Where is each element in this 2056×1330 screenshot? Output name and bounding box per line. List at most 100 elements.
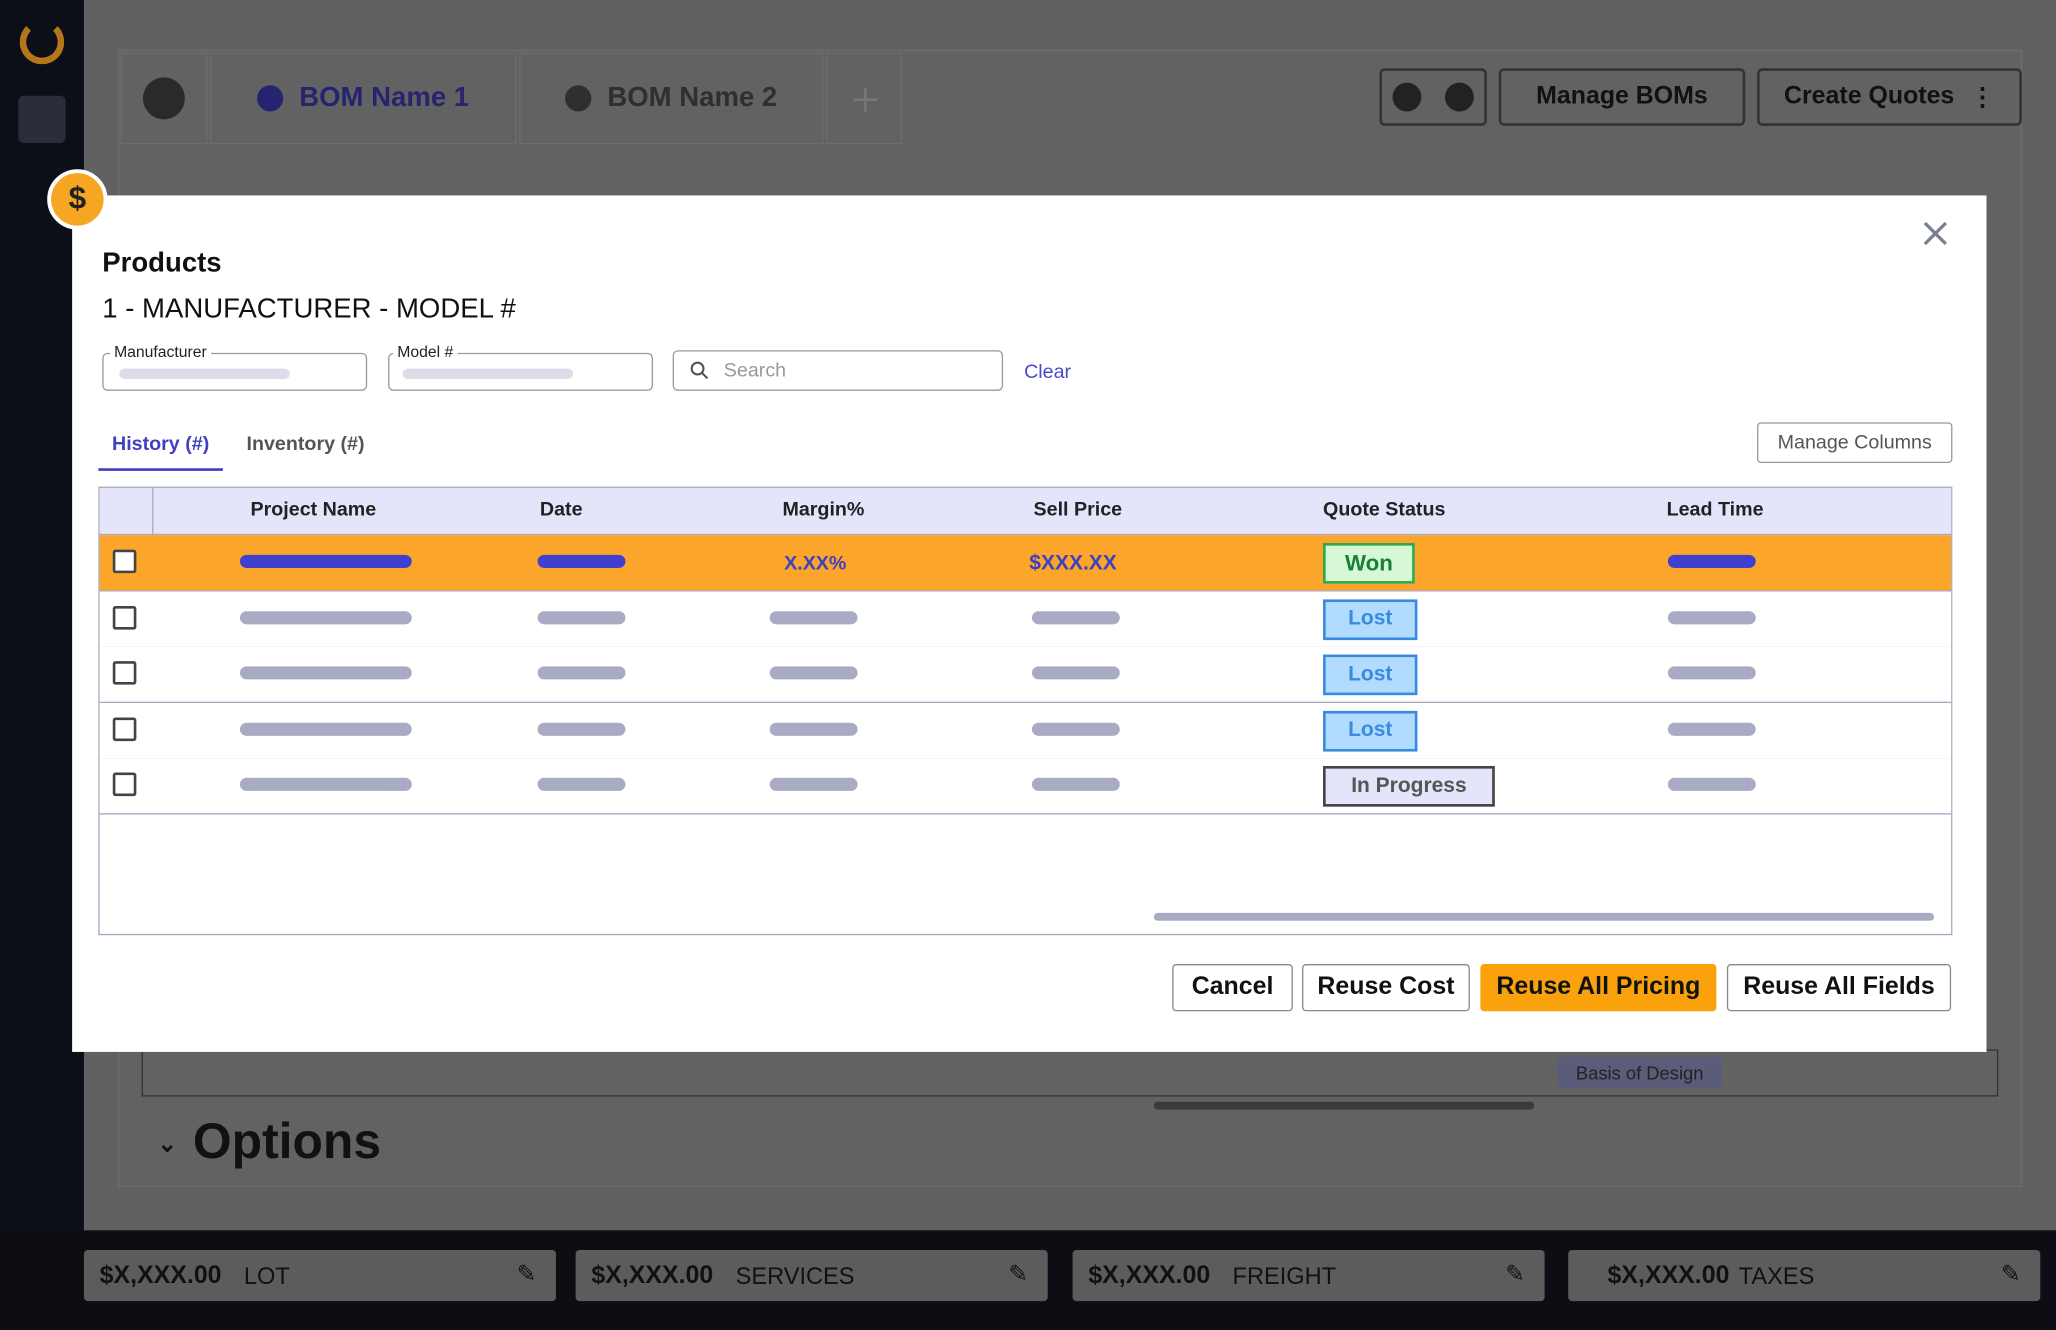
placeholder-bar: [769, 610, 858, 624]
input-label: Model #: [393, 342, 458, 361]
modal-title: Products: [102, 247, 222, 279]
edit-icon[interactable]: ✎: [2000, 1260, 2021, 1287]
placeholder-bar: [1031, 722, 1120, 736]
margin: X.XX%: [784, 552, 847, 575]
placeholder-bar: [1031, 666, 1120, 680]
total-card: [83, 1249, 556, 1302]
button[interactable]: Reuse Cost: [1302, 964, 1470, 1012]
close-button[interactable]: [1921, 219, 1950, 248]
edit-icon[interactable]: ✎: [516, 1260, 537, 1287]
clear-link[interactable]: Clear: [1024, 360, 1072, 383]
placeholder-bar: [537, 778, 626, 792]
column-header: Project Name: [250, 498, 377, 521]
placeholder-bar: [1667, 722, 1756, 736]
nav-item[interactable]: [18, 95, 66, 143]
total-label: FREIGHT: [1232, 1263, 1337, 1290]
modal-subtitle: 1 - MANUFACTURER - MODEL #: [102, 293, 516, 324]
placeholder-bar: [1667, 778, 1756, 792]
total-label: LOT: [243, 1263, 290, 1290]
add-tab[interactable]: [826, 52, 903, 145]
table-header: [99, 487, 1952, 536]
total-card: [1568, 1249, 2041, 1302]
table: [98, 486, 1953, 936]
scrollbar: [1153, 912, 1935, 921]
logo: [19, 19, 65, 65]
checkbox[interactable]: [112, 661, 137, 685]
section-title: ⌄ Options: [157, 1114, 382, 1170]
button-label: Create Quotes: [1783, 82, 1955, 111]
manage-columns[interactable]: Manage Columns: [1757, 422, 1953, 464]
placeholder-bar: [239, 610, 412, 624]
dot: [565, 85, 592, 112]
placeholder-bar: [537, 722, 626, 736]
tab[interactable]: Inventory (#): [246, 432, 365, 456]
placeholder-bar: [537, 666, 626, 680]
search-input[interactable]: Search: [672, 350, 1004, 391]
tab-label: BOM Name 2: [607, 82, 778, 113]
status-badge: Won: [1323, 543, 1415, 584]
button[interactable]: Cancel: [1172, 964, 1293, 1012]
button[interactable]: Reuse All Fields: [1726, 964, 1952, 1012]
checkbox[interactable]: [112, 717, 137, 741]
status-badge: Lost: [1323, 710, 1418, 752]
plus-icon: [853, 87, 878, 112]
edit-icon[interactable]: ✎: [1008, 1260, 1029, 1287]
edit-icon[interactable]: ✎: [1505, 1260, 1526, 1287]
checkbox[interactable]: [112, 773, 137, 797]
status-badge: Lost: [1323, 654, 1418, 696]
placeholder-bar: [537, 554, 626, 568]
icon-group[interactable]: [1379, 68, 1487, 126]
modal-icon: $: [47, 169, 108, 230]
placeholder-bar: [1031, 610, 1120, 624]
button[interactable]: Manage BOMs: [1498, 68, 1746, 126]
input-label: Manufacturer: [110, 342, 211, 361]
status-badge: In Progress: [1323, 766, 1495, 808]
button[interactable]: Reuse All Pricing: [1480, 964, 1717, 1012]
checkbox[interactable]: [112, 549, 137, 574]
placeholder-bar: [239, 722, 412, 736]
placeholder-bar: [537, 610, 626, 624]
chip: Basis of Design: [1557, 1057, 1722, 1089]
button[interactable]: Create Quotes ⋮: [1757, 68, 2022, 126]
tab-label: BOM Name 1: [299, 82, 470, 113]
placeholder-bar: [769, 722, 858, 736]
total-amount: $X,XXX.00: [591, 1261, 714, 1290]
total-label: SERVICES: [735, 1263, 855, 1290]
tab[interactable]: History (#): [98, 433, 223, 471]
scrollbar: [1153, 1101, 1535, 1110]
tab[interactable]: BOM Name 2: [519, 52, 824, 145]
column-header: Lead Time: [1666, 498, 1764, 521]
menu-icon: ⋮: [1970, 83, 1995, 111]
placeholder-bar: [239, 666, 412, 680]
placeholder: Search: [723, 359, 787, 382]
placeholder-bar: [239, 778, 412, 792]
total-card: [575, 1249, 1048, 1302]
status-badge: Lost: [1323, 598, 1418, 640]
total-card: [1072, 1249, 1545, 1302]
placeholder-bar: [1031, 778, 1120, 792]
placeholder-bar: [1667, 666, 1756, 680]
total-label: TAXES: [1738, 1263, 1815, 1290]
sell-price: $XXX.XX: [1029, 552, 1117, 575]
placeholder-bar: [239, 554, 412, 568]
tab[interactable]: BOM Name 1: [209, 52, 517, 145]
placeholder-bar: [769, 778, 858, 792]
placeholder-bar: [1667, 554, 1756, 568]
column-header: Margin%: [782, 498, 865, 521]
dot: [257, 85, 284, 112]
icon: [1392, 82, 1422, 112]
column-header: Date: [539, 498, 583, 521]
icon: [142, 77, 185, 120]
checkbox[interactable]: [112, 605, 137, 630]
total-amount: $X,XXX.00: [1088, 1261, 1211, 1290]
tab[interactable]: [120, 52, 208, 145]
search-icon: [690, 360, 709, 379]
placeholder-bar: [769, 666, 858, 680]
section-label: Options: [192, 1114, 382, 1170]
total-amount: $X,XXX.00: [1607, 1261, 1730, 1290]
column-header: Sell Price: [1033, 498, 1123, 521]
total-amount: $X,XXX.00: [99, 1261, 222, 1290]
icon: [1444, 82, 1474, 112]
